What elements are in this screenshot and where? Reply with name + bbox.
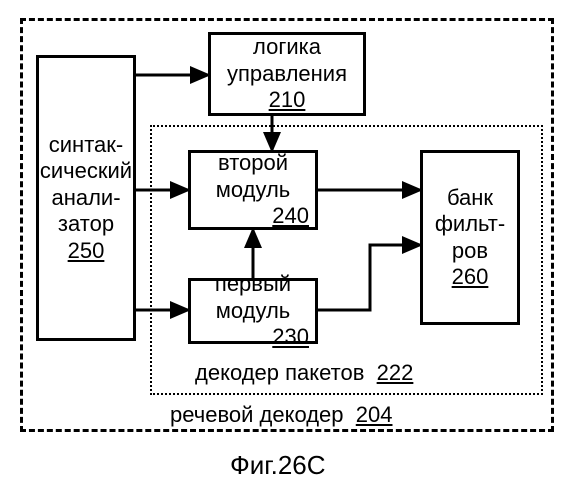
speech-decoder-label: речевой декодер 204 <box>170 402 392 428</box>
speech-decoder-number: 204 <box>356 402 393 427</box>
parser-label: синтак-сическийанали-затор <box>40 132 132 238</box>
parser-node: синтак-сическийанали-затор 250 <box>36 55 136 341</box>
first-number: 230 <box>272 324 309 350</box>
speech-decoder-text: речевой декодер <box>170 402 344 427</box>
diagram-container: синтак-сическийанали-затор 250 логикаупр… <box>0 0 578 500</box>
logic-node: логикауправления 210 <box>208 32 366 116</box>
second-label: второймодуль <box>191 150 315 203</box>
bank-number: 260 <box>452 264 489 290</box>
second-module-node: второймодуль 240 <box>188 150 318 230</box>
second-number: 240 <box>272 203 309 229</box>
logic-number: 210 <box>269 87 306 113</box>
logic-label: логикауправления <box>227 34 347 87</box>
filter-bank-node: банкфильт-ров 260 <box>420 150 520 325</box>
first-module-node: первыймодуль 230 <box>188 278 318 344</box>
packet-decoder-number: 222 <box>377 360 414 385</box>
parser-number: 250 <box>68 238 105 264</box>
first-label: первыймодуль <box>191 271 315 324</box>
packet-decoder-label: декодер пакетов 222 <box>195 360 413 386</box>
bank-label: банкфильт-ров <box>435 185 505 264</box>
figure-caption: Фиг.26C <box>230 450 326 481</box>
packet-decoder-text: декодер пакетов <box>195 360 364 385</box>
